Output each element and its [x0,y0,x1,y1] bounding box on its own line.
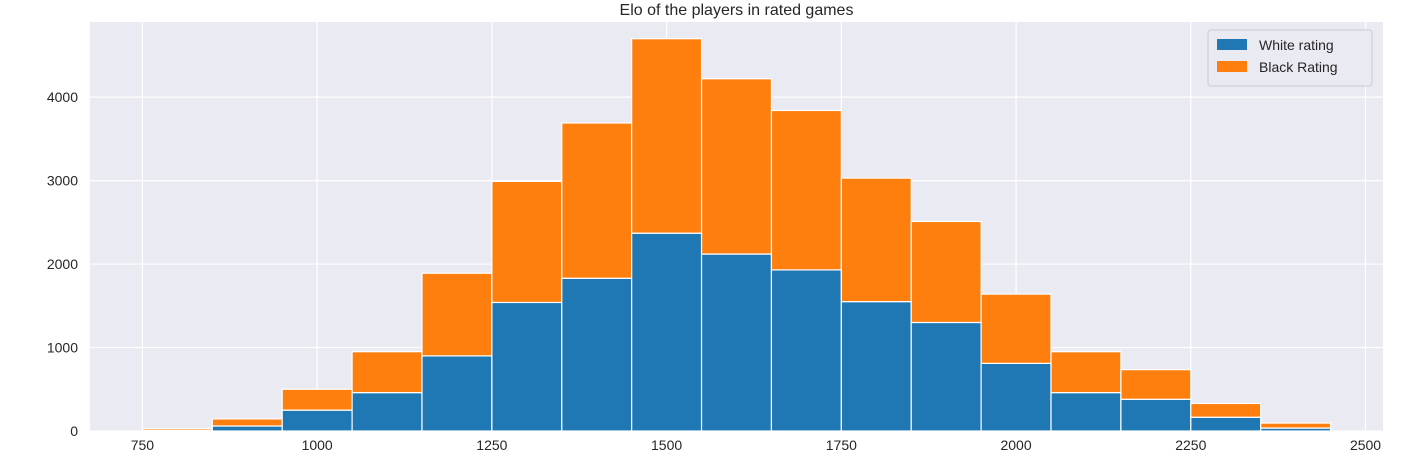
bar-black-rating-950 [281,388,353,411]
bar-black-rating-850 [211,418,283,427]
bar-white-rating-1450 [631,232,703,432]
y-tick-label: 3000 [47,173,78,189]
legend: White rating Black Rating [1207,29,1373,87]
legend-box [1207,29,1373,87]
x-tick-label: 750 [131,437,155,453]
legend-label: White rating [1259,37,1334,53]
bar-black-rating-1150 [421,272,493,357]
x-tick-label: 2250 [1175,437,1206,453]
x-tick-label: 2000 [1000,437,1031,453]
bar-black-rating-1350 [561,122,633,279]
bar-white-rating-1750 [840,301,912,432]
y-tick-label: 1000 [47,340,78,356]
bar-white-rating-1650 [770,269,842,432]
bar-white-rating-2250 [1190,416,1262,432]
bar-black-rating-1750 [840,177,912,303]
chart-title: Elo of the players in rated games [620,2,854,19]
bar-black-rating-1050 [351,351,423,394]
bar-black-rating-1850 [910,220,982,324]
legend-swatch [1217,61,1247,72]
bar-white-rating-1250 [491,301,563,432]
y-axis-ticks: 0 1000 2000 3000 4000 [47,89,78,439]
y-tick-label: 4000 [47,89,78,105]
bar-black-rating-1250 [491,180,563,304]
bar-white-rating-950 [281,409,353,432]
x-tick-label: 1750 [826,437,857,453]
bar-black-rating-2250 [1190,402,1262,418]
bar-white-rating-2150 [1120,398,1192,432]
legend-label: Black Rating [1259,59,1338,75]
bar-white-rating-1850 [910,321,982,432]
bar-white-rating-1150 [421,355,493,432]
x-tick-label: 1500 [651,437,682,453]
bar-black-rating-1650 [770,109,842,271]
bar-white-rating-1550 [700,253,773,432]
bar-black-rating-1450 [631,38,703,234]
bar-black-rating-1950 [980,293,1052,364]
x-tick-label: 2500 [1350,437,1381,453]
legend-swatch [1217,39,1247,50]
y-tick-label: 0 [70,423,78,439]
x-axis-ticks: 750 1000 1250 1500 1750 2000 2250 2500 [131,437,1382,453]
bar-white-rating-850 [211,425,283,432]
bar-black-rating-750 [141,427,213,431]
bar-black-rating-2150 [1120,369,1192,400]
y-tick-label: 2000 [47,256,78,272]
bar-white-rating-1050 [351,392,423,432]
x-tick-label: 1250 [476,437,507,453]
bar-white-rating-2050 [1050,392,1122,432]
bar-white-rating-1350 [561,277,633,432]
bar-white-rating-1950 [980,362,1052,432]
bar-black-rating-1550 [700,78,773,255]
bar-black-rating-2350 [1260,422,1332,429]
bars [141,38,1332,432]
x-tick-label: 1000 [302,437,333,453]
bar-black-rating-2050 [1050,351,1122,394]
